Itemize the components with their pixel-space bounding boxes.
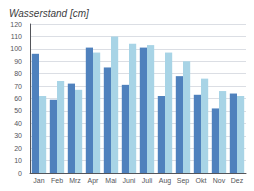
svg-text:50: 50 — [14, 107, 22, 114]
svg-text:110: 110 — [11, 33, 22, 40]
svg-text:Mrz: Mrz — [69, 177, 81, 184]
svg-text:Nov: Nov — [213, 177, 226, 184]
svg-text:Apr: Apr — [88, 177, 100, 185]
svg-text:90: 90 — [14, 58, 22, 65]
svg-text:Sep: Sep — [177, 177, 190, 185]
svg-text:0: 0 — [18, 170, 22, 177]
svg-text:10: 10 — [14, 157, 22, 164]
svg-text:Mai: Mai — [105, 177, 117, 184]
svg-text:120: 120 — [10, 21, 22, 28]
svg-text:Okt: Okt — [196, 177, 207, 184]
svg-text:Juli: Juli — [142, 177, 153, 184]
svg-text:30: 30 — [14, 132, 22, 139]
svg-text:Wasserstand [cm]: Wasserstand [cm] — [9, 8, 89, 19]
svg-text:Feb: Feb — [51, 177, 63, 184]
svg-text:20: 20 — [14, 145, 22, 152]
svg-text:Aug: Aug — [159, 177, 172, 185]
svg-text:Jan: Jan — [33, 177, 44, 184]
svg-text:40: 40 — [14, 120, 22, 127]
svg-text:60: 60 — [14, 95, 22, 102]
svg-text:80: 80 — [14, 70, 22, 77]
svg-text:70: 70 — [14, 83, 22, 90]
svg-text:Juni: Juni — [123, 177, 136, 184]
svg-text:Dez: Dez — [231, 177, 244, 184]
svg-text:100: 100 — [10, 45, 22, 52]
